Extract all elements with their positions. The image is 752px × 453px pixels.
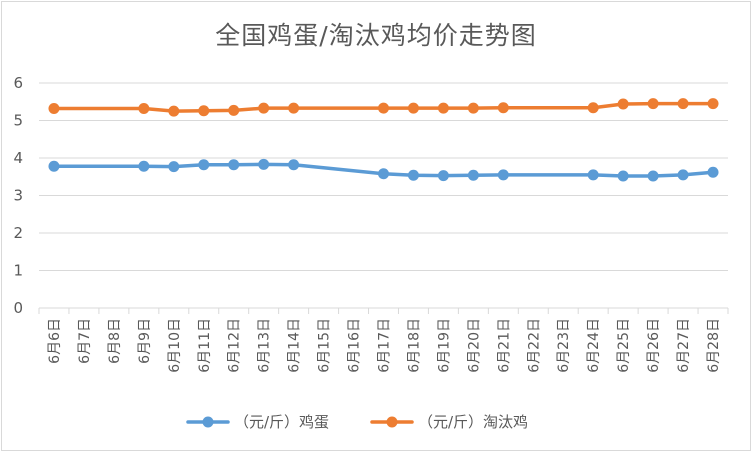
data-point: [258, 102, 270, 114]
x-tick-label: 6月27日: [676, 318, 692, 373]
data-point: [407, 169, 419, 181]
x-tick-label: 6月8日: [107, 318, 123, 364]
data-point: [707, 98, 719, 110]
data-point: [198, 159, 210, 171]
x-tick-label: 6月24日: [586, 318, 602, 373]
x-tick-label: 6月10日: [167, 318, 183, 373]
data-point: [288, 102, 300, 114]
x-tick-label: 6月26日: [646, 318, 662, 373]
data-point: [378, 168, 389, 180]
data-point: [48, 160, 60, 172]
x-tick-label: 6月18日: [406, 318, 422, 373]
data-point: [437, 170, 449, 182]
data-point: [677, 98, 689, 110]
x-tick-label: 6月23日: [556, 318, 572, 373]
data-point: [587, 102, 599, 114]
x-tick-label: 6月9日: [137, 318, 153, 364]
legend-label-1: （元/斤）淘汰鸡: [418, 413, 528, 431]
data-point: [48, 103, 60, 114]
x-tick-label: 6月7日: [77, 318, 93, 364]
y-tick-label-3: 3: [13, 187, 23, 205]
legend-swatch-marker-1: [386, 416, 398, 428]
data-point: [497, 102, 509, 114]
x-tick-label: 6月12日: [227, 318, 243, 373]
y-tick-label-2: 2: [13, 224, 23, 242]
y-tick-label-6: 6: [13, 74, 23, 92]
data-point: [198, 105, 210, 117]
data-point: [707, 166, 719, 178]
x-tick-label: 6月14日: [287, 318, 303, 373]
data-point: [288, 159, 300, 171]
y-tick-label-5: 5: [13, 112, 23, 130]
x-tick-label: 6月25日: [616, 318, 632, 373]
x-tick-label: 6月17日: [377, 318, 393, 373]
data-point: [228, 104, 240, 116]
data-point: [437, 102, 449, 114]
data-point: [168, 105, 180, 117]
data-point: [138, 103, 150, 114]
x-tick-label: 6月22日: [526, 318, 542, 373]
x-tick-label: 6月28日: [706, 318, 722, 373]
x-tick-label: 6月13日: [257, 318, 273, 373]
x-tick-label: 6月20日: [466, 318, 482, 373]
data-point: [467, 169, 479, 181]
data-point: [228, 159, 240, 171]
data-point: [497, 169, 509, 181]
legend-label-0: （元/斤）鸡蛋: [234, 413, 329, 431]
x-tick-label: 6月19日: [436, 318, 452, 373]
data-point: [467, 102, 479, 114]
x-tick-label: 6月16日: [347, 318, 363, 373]
data-point: [647, 170, 659, 182]
x-tick-label: 6月21日: [496, 318, 512, 373]
data-point: [407, 102, 419, 114]
data-point: [258, 158, 270, 170]
x-tick-label: 6月6日: [47, 318, 63, 364]
data-point: [138, 160, 150, 172]
x-tick-label: 6月11日: [197, 318, 213, 373]
chart-title: 全国鸡蛋/淘汰鸡均价走势图: [215, 21, 537, 50]
legend-swatch-marker-0: [202, 416, 214, 428]
data-point: [677, 169, 689, 181]
data-point: [617, 98, 629, 110]
data-point: [378, 102, 389, 114]
data-point: [587, 169, 599, 181]
data-point: [617, 170, 629, 182]
data-point: [168, 161, 180, 173]
x-tick-label: 6月15日: [317, 318, 333, 373]
y-tick-label-0: 0: [13, 299, 23, 317]
y-tick-label-4: 4: [13, 149, 23, 167]
y-tick-label-1: 1: [13, 262, 23, 280]
data-point: [647, 98, 659, 110]
